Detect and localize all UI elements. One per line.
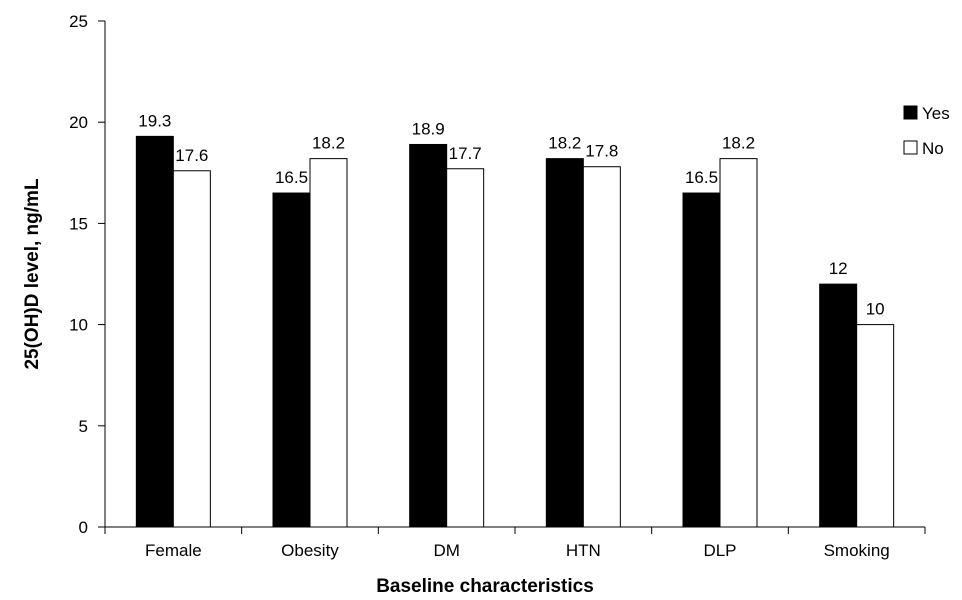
data-label: 16.5: [275, 168, 308, 187]
x-tick-label: Female: [145, 541, 202, 560]
y-tick-label: 0: [79, 518, 88, 537]
data-label: 19.3: [138, 111, 171, 130]
x-tick-label: Smoking: [824, 541, 890, 560]
data-label: 16.5: [685, 168, 718, 187]
bar-no-htn: [582, 166, 621, 528]
bar-yes-smoking: [819, 283, 858, 528]
legend-label: Yes: [922, 104, 950, 123]
data-label: 18.2: [722, 134, 755, 153]
bars: [135, 135, 895, 528]
x-axis-title: Baseline characteristics: [376, 576, 594, 597]
data-label: 17.6: [175, 146, 208, 165]
legend-swatch-yes: [903, 105, 918, 120]
x-tick-label: DLP: [703, 541, 736, 560]
legend-label: No: [922, 139, 944, 158]
y-tick-label: 25: [69, 12, 88, 31]
x-axis: Female Obesity DM HTN DLP Smoking: [104, 526, 926, 560]
data-label: 18.2: [312, 134, 345, 153]
legend-swatch-no: [903, 140, 918, 155]
bar-yes-dlp: [682, 192, 721, 528]
y-tick-label: 15: [69, 214, 88, 233]
y-tick-label: 20: [69, 113, 88, 132]
bar-yes-obesity: [272, 192, 311, 528]
bar-no-dlp: [719, 158, 758, 528]
y-axis-title: 25(OH)D level, ng/mL: [22, 178, 43, 369]
bar-no-smoking: [856, 324, 895, 528]
y-axis: 0 5 10 15 20 25: [69, 12, 106, 537]
bar-yes-female: [135, 135, 174, 528]
bar-yes-dm: [409, 143, 448, 528]
legend: Yes No: [903, 104, 950, 158]
bar-no-obesity: [309, 158, 348, 528]
data-label: 17.7: [449, 144, 482, 163]
bar-no-dm: [446, 168, 485, 528]
x-tick-label: DM: [433, 541, 459, 560]
y-tick-label: 5: [79, 417, 88, 436]
data-label: 18.2: [548, 134, 581, 153]
data-label: 18.9: [412, 119, 445, 138]
bar-no-female: [172, 170, 211, 528]
data-label: 17.8: [585, 142, 618, 161]
data-label: 12: [829, 259, 848, 278]
y-tick-label: 10: [69, 316, 88, 335]
x-tick-label: Obesity: [281, 541, 339, 560]
bar-yes-htn: [545, 158, 584, 528]
data-label: 10: [866, 300, 885, 319]
x-tick-label: HTN: [566, 541, 601, 560]
